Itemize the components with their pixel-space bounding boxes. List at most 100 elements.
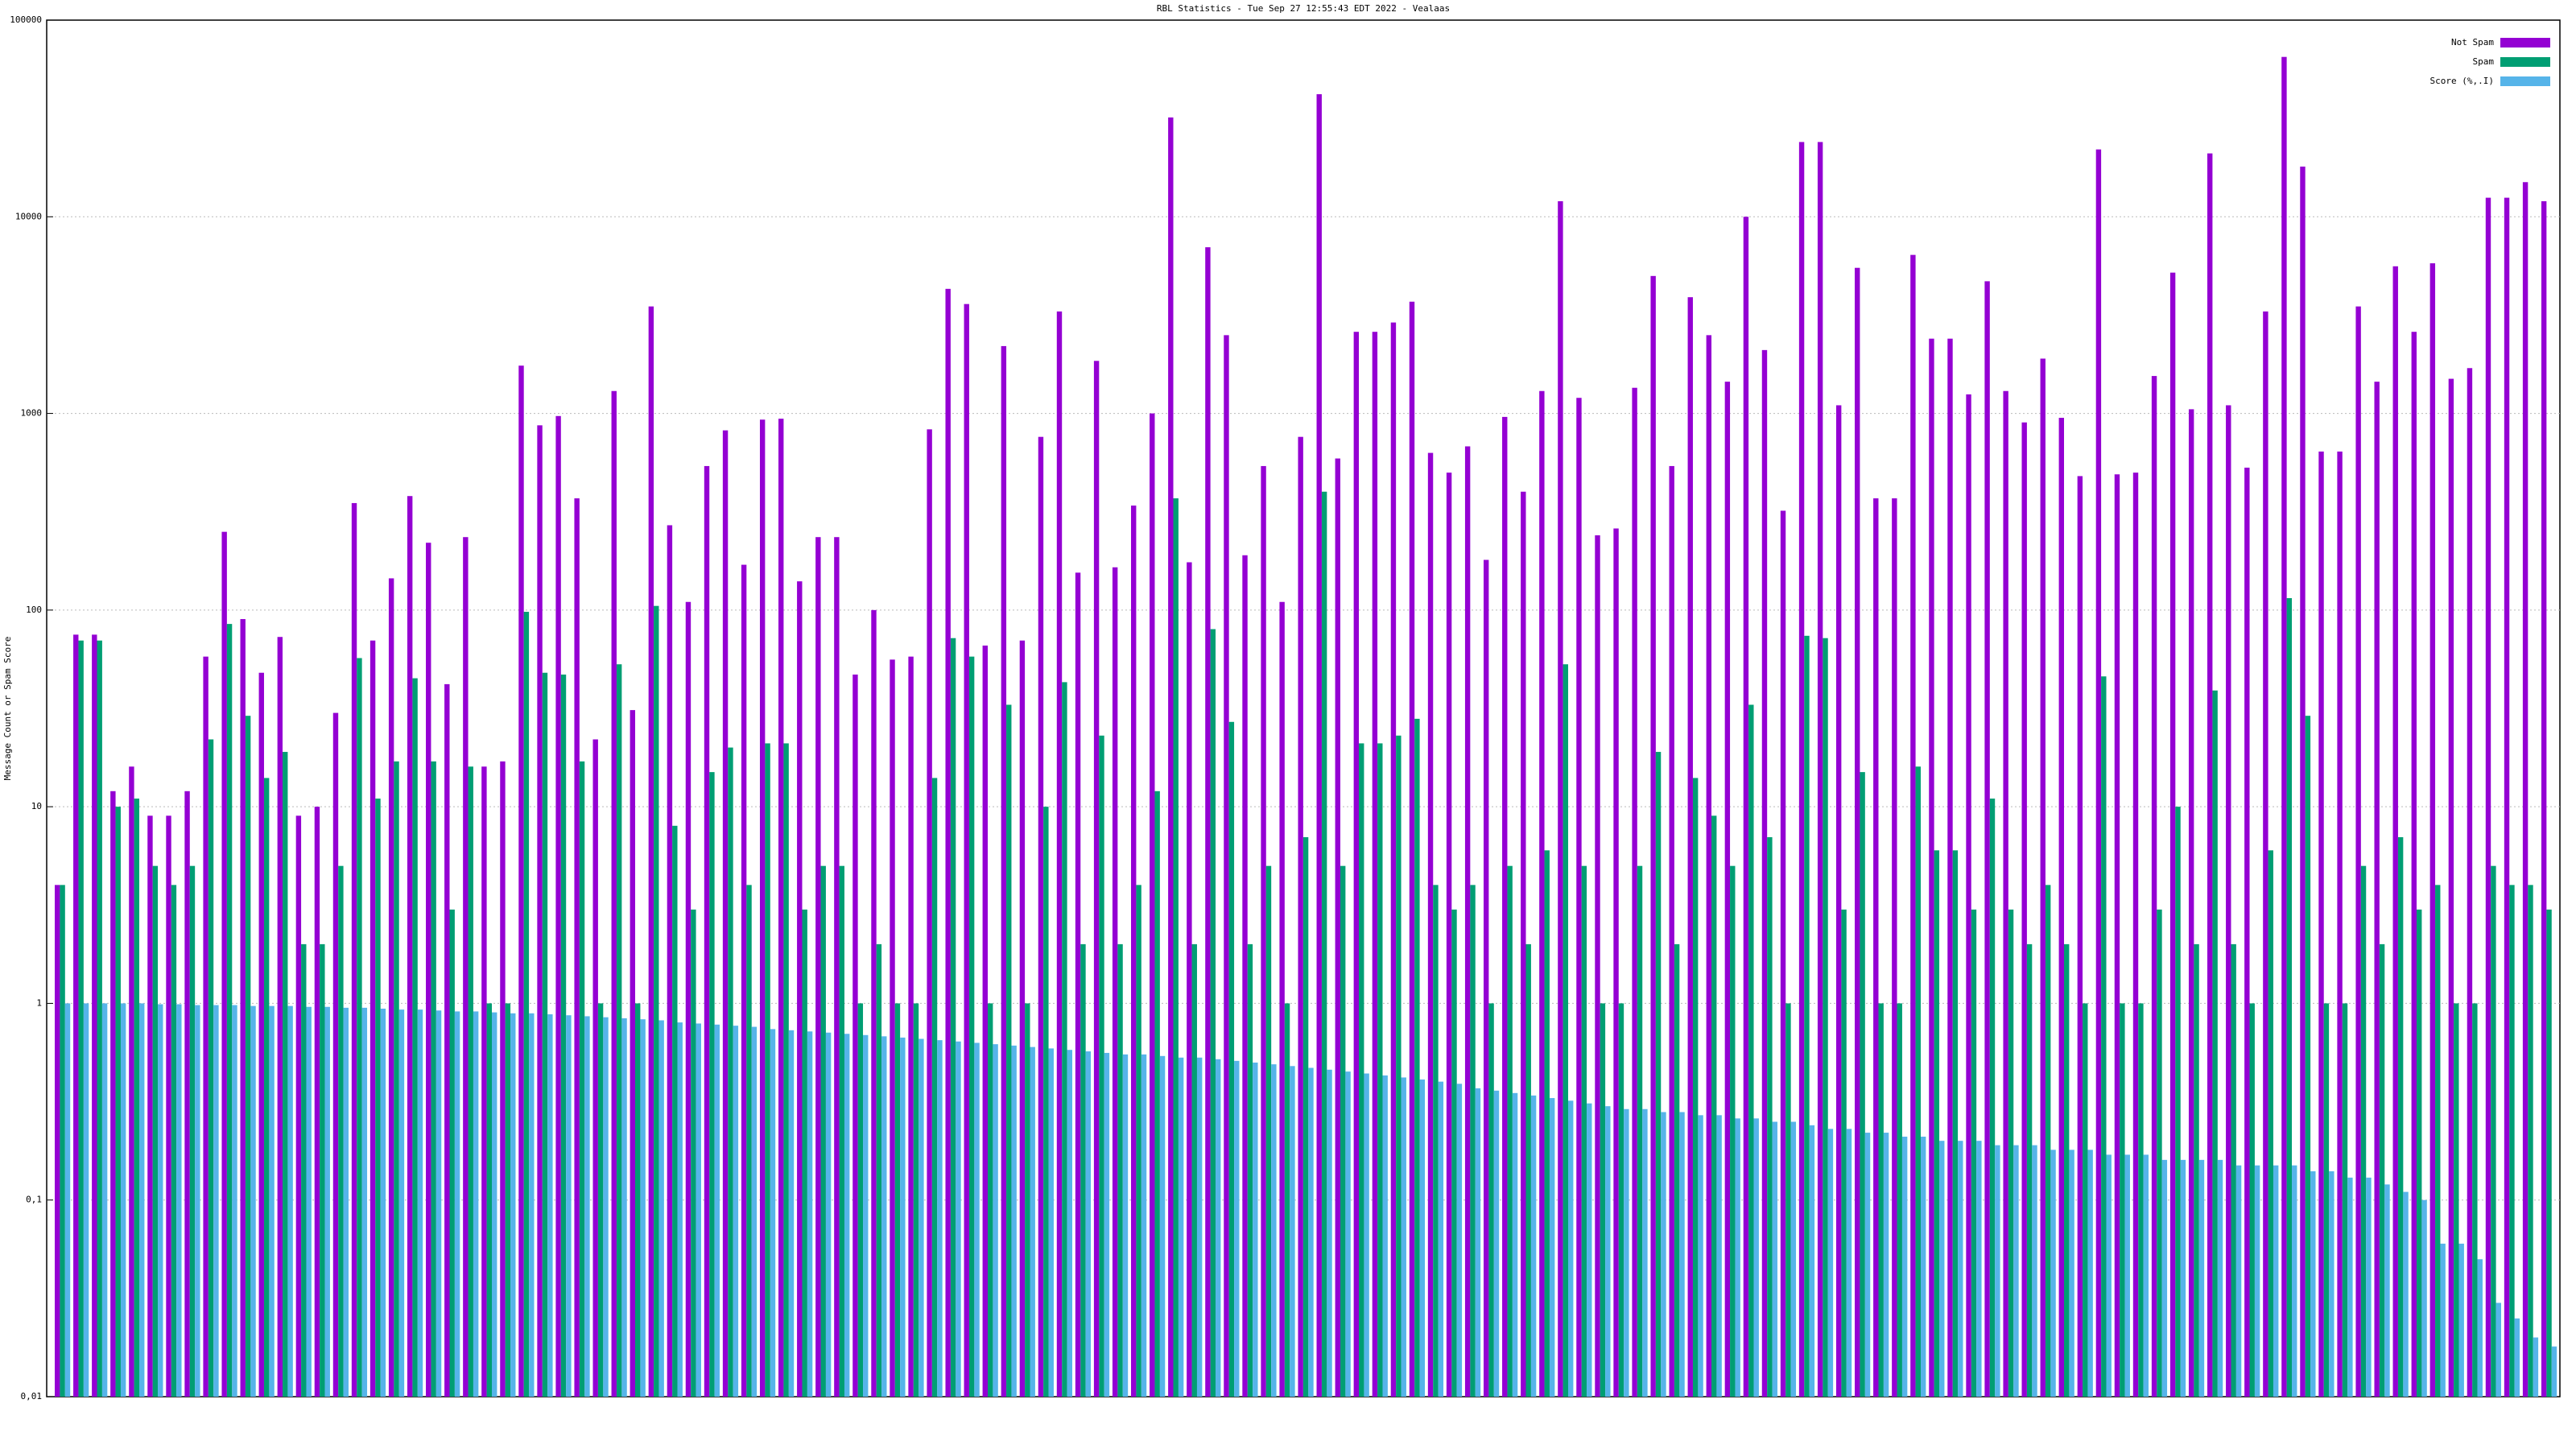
bar [844, 1034, 850, 1397]
bar [2151, 376, 2157, 1397]
bar [1025, 1003, 1030, 1397]
bar [1298, 436, 1303, 1397]
bar [2157, 909, 2162, 1397]
bar [1401, 1077, 1406, 1397]
legend-swatch [2500, 76, 2550, 86]
bar [283, 752, 288, 1397]
bar [1841, 909, 1847, 1397]
bar [871, 609, 877, 1397]
bar [1563, 664, 1569, 1397]
bar [1006, 704, 1012, 1397]
bar [2541, 200, 2547, 1397]
bar [97, 640, 102, 1397]
bar [1934, 850, 1940, 1397]
bar [797, 581, 803, 1397]
bar [770, 1029, 776, 1397]
bar [2533, 1337, 2539, 1397]
bar [258, 672, 264, 1397]
bar [357, 658, 362, 1397]
bar [250, 1005, 256, 1397]
bar [2026, 943, 2033, 1397]
bar [807, 1031, 813, 1397]
bar [1345, 1071, 1351, 1397]
bar [83, 1003, 89, 1397]
bar [1464, 446, 1471, 1397]
bar [2138, 1003, 2144, 1397]
bar [894, 1003, 901, 1397]
bar [1178, 1057, 1184, 1397]
bar [714, 1024, 720, 1397]
bar [2064, 943, 2070, 1397]
bar [369, 640, 376, 1397]
bar [1154, 791, 1160, 1397]
bar [982, 645, 988, 1397]
bar [1860, 772, 1865, 1397]
bar [863, 1034, 869, 1397]
bar [950, 638, 956, 1397]
bar [1011, 1045, 1017, 1397]
bar [287, 1005, 293, 1397]
bar [815, 537, 821, 1397]
bar [481, 766, 487, 1397]
bar [1502, 416, 1508, 1397]
bar [1475, 1088, 1481, 1397]
bar [2337, 451, 2343, 1397]
bar [2347, 1177, 2353, 1397]
bar [1624, 1108, 1629, 1397]
bar [115, 807, 121, 1397]
bar [919, 1038, 924, 1397]
bar [2342, 1003, 2348, 1397]
bar [2514, 1318, 2520, 1397]
bar [1364, 1073, 1369, 1397]
bar [398, 1009, 405, 1397]
bar [1780, 510, 1786, 1397]
bar [1835, 405, 1842, 1397]
bar [306, 1006, 312, 1397]
bar [1892, 498, 1897, 1397]
bar [654, 605, 659, 1397]
bar [1958, 1141, 1963, 1397]
bar [1901, 1137, 1908, 1397]
bar [166, 815, 171, 1397]
bar [189, 865, 196, 1397]
bar [491, 1012, 497, 1397]
bar [672, 825, 678, 1397]
bar [269, 1005, 275, 1397]
bar [518, 365, 524, 1397]
bar [648, 306, 654, 1397]
bar [1483, 559, 1489, 1397]
bar [1698, 1115, 1703, 1397]
bar [158, 1004, 163, 1397]
bar [2310, 1171, 2316, 1397]
bar [1168, 117, 1174, 1397]
bar [2528, 885, 2533, 1397]
bar [2448, 378, 2454, 1397]
bar [1321, 491, 1327, 1397]
bar [2143, 1154, 2149, 1397]
bar [208, 739, 214, 1397]
bar [1539, 390, 1545, 1397]
bar [226, 624, 233, 1397]
bar [1716, 1115, 1722, 1397]
bar [1043, 807, 1049, 1397]
bar [1706, 335, 1712, 1397]
bar [2083, 1003, 2088, 1397]
bar [184, 791, 190, 1397]
bar [746, 885, 752, 1397]
bar [1823, 638, 1828, 1397]
bar [176, 1004, 182, 1397]
bar [351, 502, 357, 1397]
bar [101, 1003, 108, 1397]
y-axis-label: Message Count or Spam Score [2, 637, 13, 781]
bar [463, 537, 469, 1397]
bar [2045, 885, 2051, 1397]
bar [547, 1013, 553, 1397]
bar [2292, 1165, 2297, 1397]
bar [709, 772, 715, 1397]
bar [908, 656, 914, 1397]
bar [2212, 690, 2218, 1397]
bar [1131, 506, 1137, 1397]
bar [1883, 1133, 1889, 1397]
bar [110, 791, 116, 1397]
bar [343, 1007, 349, 1397]
